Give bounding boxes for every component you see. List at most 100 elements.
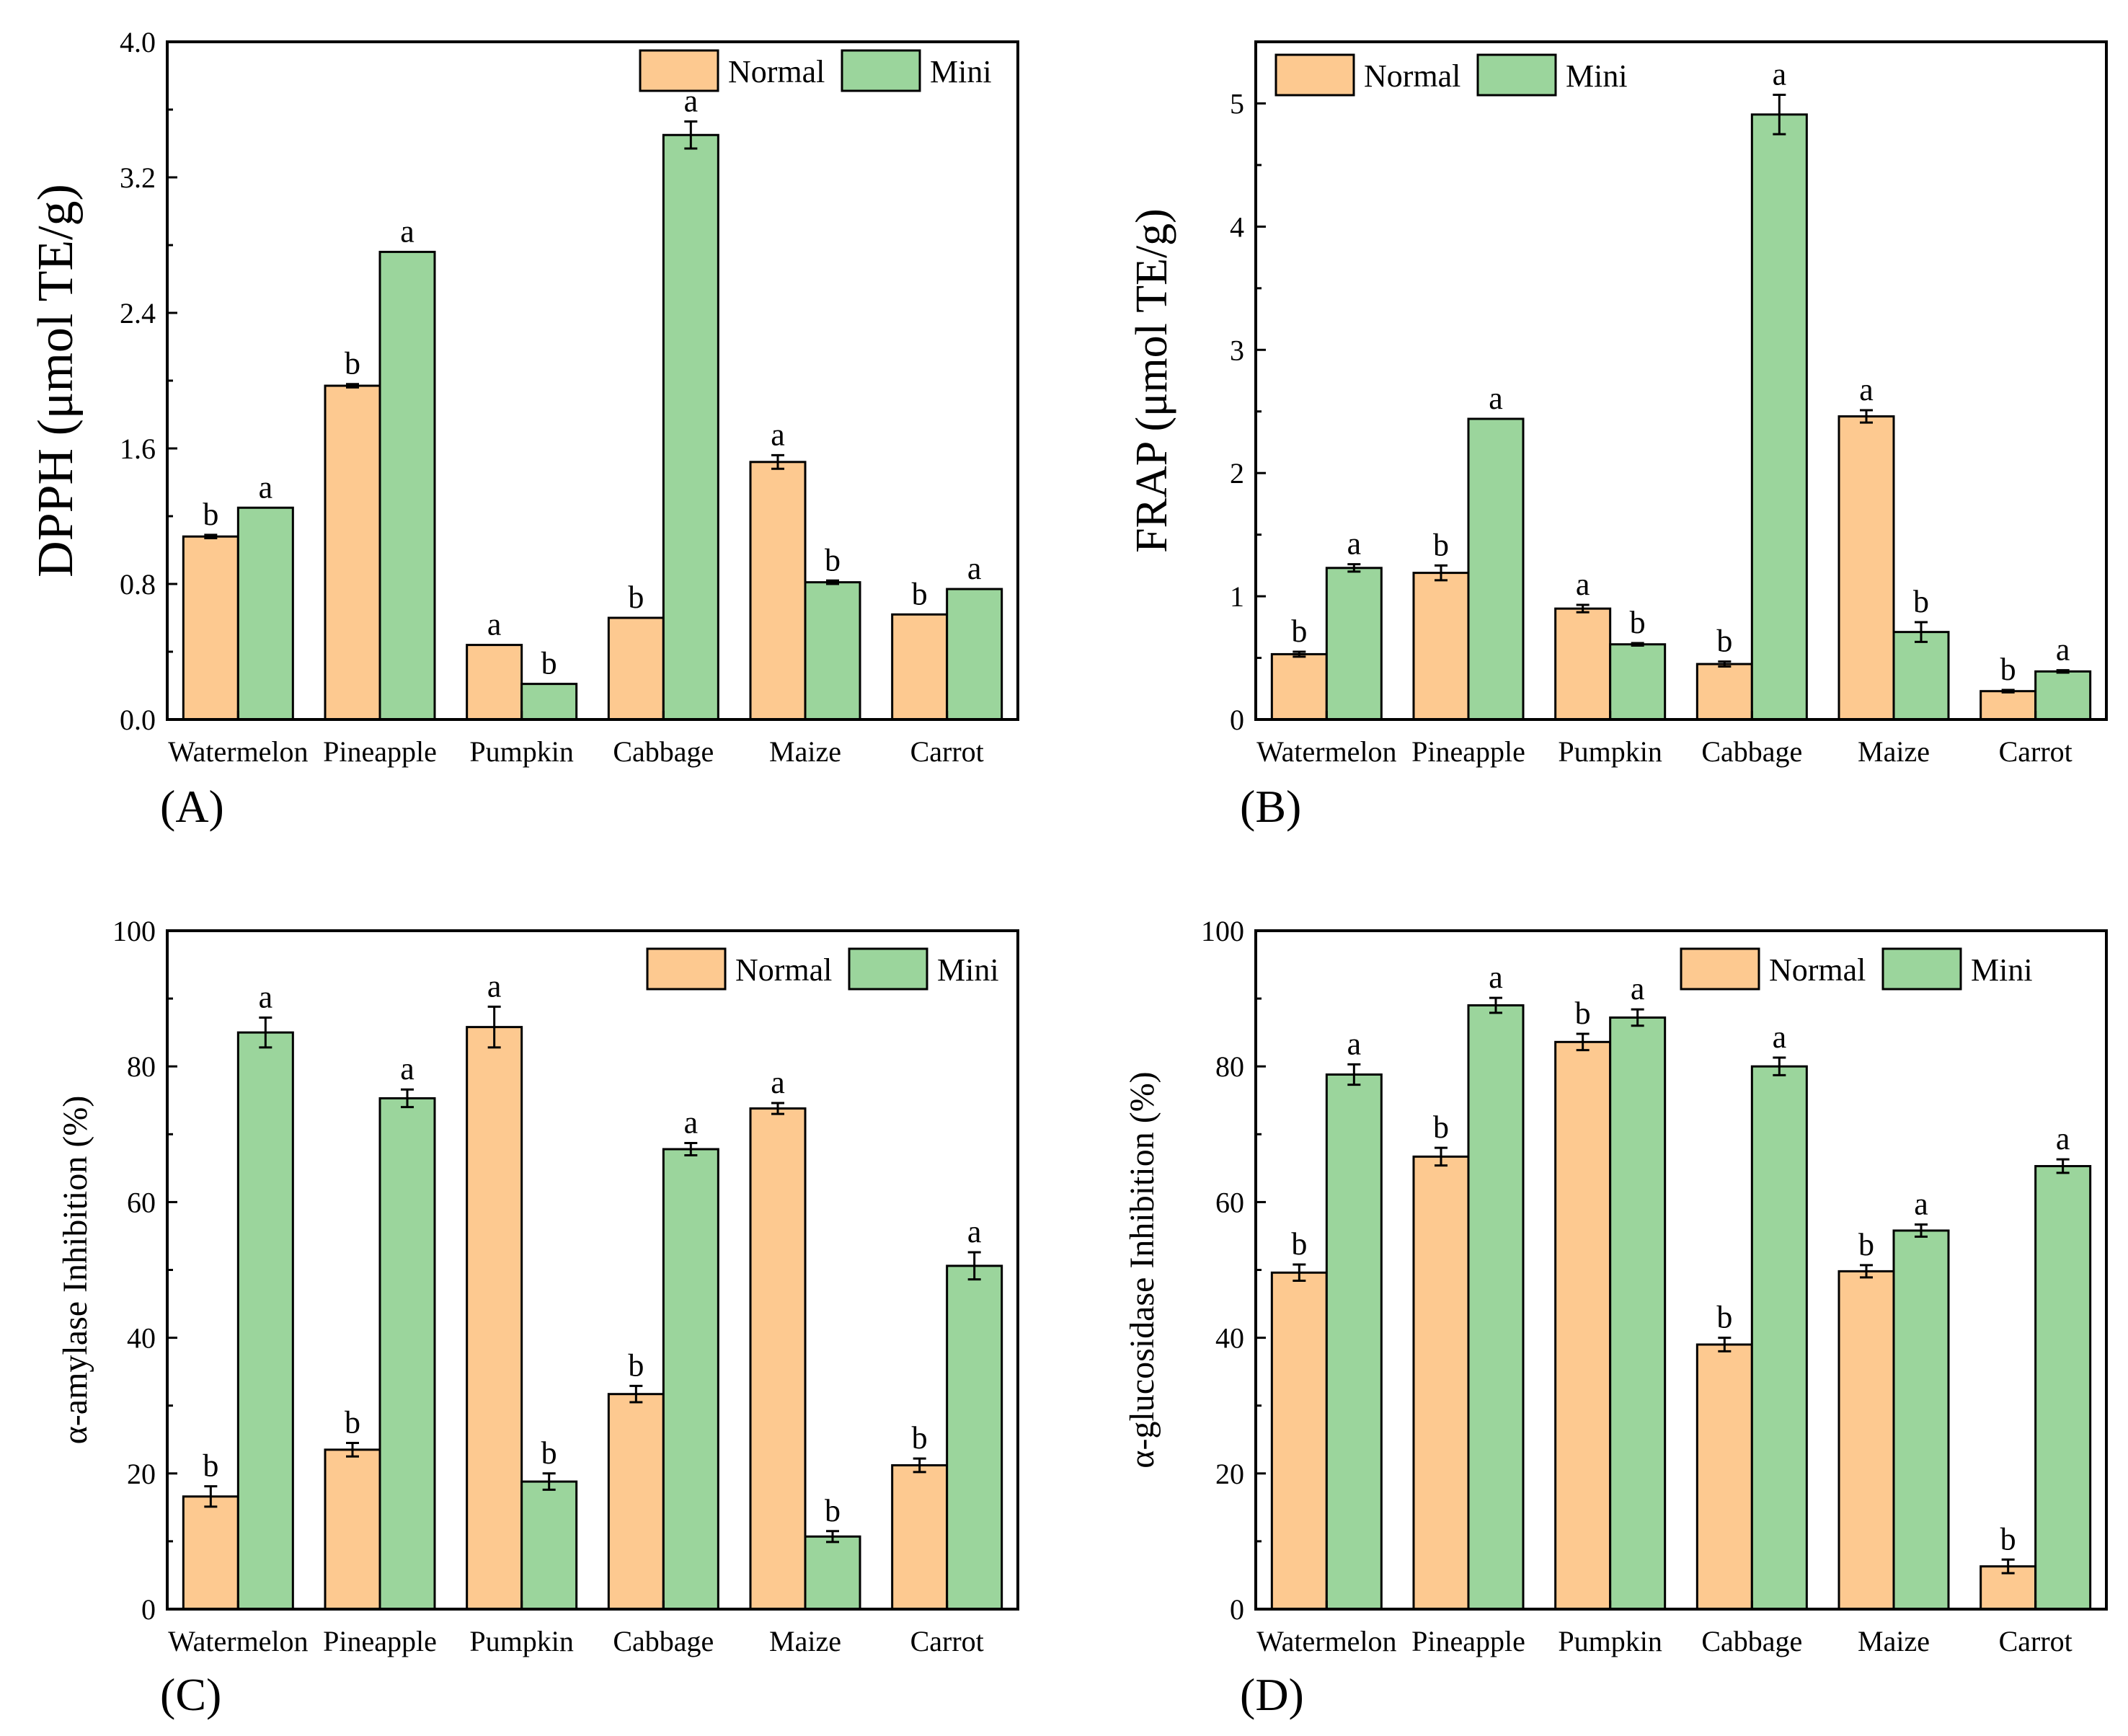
bar-mini-pineapple <box>378 250 436 721</box>
x-tick-label-watermelon: Watermelon <box>168 1625 308 1657</box>
bar-mini-watermelon <box>236 1031 294 1611</box>
x-tick-label-cabbage: Cabbage <box>613 735 714 768</box>
bar-normal-maize <box>1837 1270 1895 1611</box>
error-bar <box>826 1530 839 1544</box>
bar-mini-maize <box>1892 1229 1950 1611</box>
y-tick-label: 1 <box>1230 580 1244 613</box>
y-tick-label: 60 <box>1215 1186 1244 1218</box>
significance-letter: a <box>1773 56 1787 92</box>
significance-letter: a <box>1859 372 1874 407</box>
bar-normal-cabbage <box>1695 663 1753 721</box>
error-bar <box>2001 688 2015 694</box>
bar-mini-maize <box>1892 631 1950 721</box>
x-tick-label-pineapple: Pineapple <box>323 735 437 768</box>
error-bar <box>1435 564 1448 582</box>
significance-letter: b <box>1630 605 1646 640</box>
significance-letter: b <box>2000 1521 2016 1556</box>
x-tick-label-pumpkin: Pumpkin <box>1558 1625 1662 1657</box>
error-bar <box>542 1472 556 1491</box>
legend-label-mini: Mini <box>1566 58 1628 94</box>
y-tick-label: 2.4 <box>120 297 156 329</box>
bar-normal-pineapple <box>324 384 381 721</box>
legend-label-normal: Normal <box>1364 58 1460 94</box>
y-axis-title: α-amylase Inhibition (%) <box>56 1096 94 1445</box>
significance-letter: a <box>1631 971 1645 1006</box>
significance-letter: b <box>203 497 218 532</box>
y-axis-title: FRAP (μmol TE/g) <box>1127 208 1176 553</box>
error-bar <box>1293 650 1306 658</box>
legend: Normal Mini <box>639 49 992 92</box>
y-tick-label: 3 <box>1230 334 1244 366</box>
bar-mini-pineapple <box>1467 1004 1525 1611</box>
bar-normal-carrot <box>891 1464 949 1611</box>
error-bar <box>1293 1263 1306 1283</box>
x-tick-label-pumpkin: Pumpkin <box>469 735 573 768</box>
chart-panel-b: b b a b a b a a b a b a 0 1 2 3 4 5 Watermelon Pineapple Pum… <box>1127 40 2108 832</box>
significance-letter: a <box>967 551 982 586</box>
bar-mini-cabbage <box>662 133 719 721</box>
y-tick-label: 40 <box>127 1322 156 1355</box>
significance-letter: b <box>203 1448 218 1484</box>
x-tick-label-cabbage: Cabbage <box>613 1625 714 1657</box>
panel-label: (D) <box>1240 1669 1304 1720</box>
significance-letter: b <box>2000 652 2016 687</box>
x-tick-label-maize: Maize <box>769 735 841 768</box>
y-tick-label: 40 <box>1215 1322 1244 1355</box>
bar-mini-cabbage <box>1750 1065 1808 1611</box>
error-bar <box>346 383 359 389</box>
y-tick-label: 60 <box>127 1186 156 1218</box>
bar-normal-cabbage <box>607 1393 665 1611</box>
error-bar <box>826 579 839 585</box>
y-axis-title: DPPH (μmol TE/g) <box>28 184 84 577</box>
x-tick-label-maize: Maize <box>769 1625 841 1657</box>
significance-letter: a <box>1347 1026 1362 1061</box>
significance-letter: b <box>541 1435 557 1471</box>
x-tick-label-pineapple: Pineapple <box>1411 1625 1525 1657</box>
significance-letter: a <box>259 979 273 1014</box>
error-bar <box>259 1016 272 1049</box>
chart-panel-c: b b a b a b a a b a b a 0 20 40 60 80 100 Watermelon Pineap… <box>56 915 1019 1720</box>
y-tick-label: 80 <box>127 1050 156 1083</box>
error-bar <box>1773 1056 1786 1076</box>
y-axis-title: α-glucosidase Inhibition (%) <box>1123 1071 1161 1468</box>
bar-normal-carrot <box>1980 690 2037 721</box>
y-tick-label: 0.0 <box>120 704 156 736</box>
bar-mini-carrot <box>946 1265 1003 1611</box>
significance-letter: b <box>1575 996 1591 1031</box>
significance-letter: a <box>487 968 502 1004</box>
x-tick-label-cabbage: Cabbage <box>1701 735 1802 768</box>
legend-label-mini: Mini <box>930 54 992 89</box>
bar-mini-pineapple <box>378 1097 436 1611</box>
legend-swatch-mini <box>848 947 928 991</box>
y-tick-label: 100 <box>1201 915 1244 947</box>
legend-swatch-mini <box>841 49 921 92</box>
bar-mini-carrot <box>2034 670 2092 721</box>
bar-normal-pineapple <box>324 1448 381 1611</box>
bar-mini-watermelon <box>1325 567 1383 721</box>
legend-swatch-mini <box>1476 53 1557 97</box>
bar-normal-pineapple <box>1412 1155 1470 1611</box>
bar-mini-pineapple <box>1467 417 1525 721</box>
significance-letter: b <box>825 542 841 577</box>
bar-mini-carrot <box>2034 1165 2092 1611</box>
bar-normal-maize <box>1837 415 1895 721</box>
bar-mini-pumpkin <box>1609 1016 1667 1611</box>
error-bar <box>1576 1032 1590 1052</box>
y-tick-label: 1.6 <box>120 433 156 465</box>
x-tick-label-watermelon: Watermelon <box>1256 1625 1396 1657</box>
error-bar <box>2001 1558 2015 1575</box>
error-bar <box>401 1088 414 1109</box>
bar-mini-carrot <box>946 588 1003 721</box>
significance-letter: b <box>1716 624 1732 659</box>
significance-letter: b <box>1291 1226 1307 1262</box>
x-tick-label-carrot: Carrot <box>910 1625 984 1657</box>
x-tick-label-pumpkin: Pumpkin <box>469 1625 573 1657</box>
significance-letter: a <box>684 1105 699 1141</box>
significance-letter: b <box>1858 1227 1874 1262</box>
x-tick-label-carrot: Carrot <box>1999 735 2072 768</box>
bar-normal-watermelon <box>1270 1271 1328 1611</box>
x-tick-label-pineapple: Pineapple <box>323 1625 437 1657</box>
x-tick-label-pumpkin: Pumpkin <box>1558 735 1662 768</box>
error-bar <box>684 1142 698 1156</box>
